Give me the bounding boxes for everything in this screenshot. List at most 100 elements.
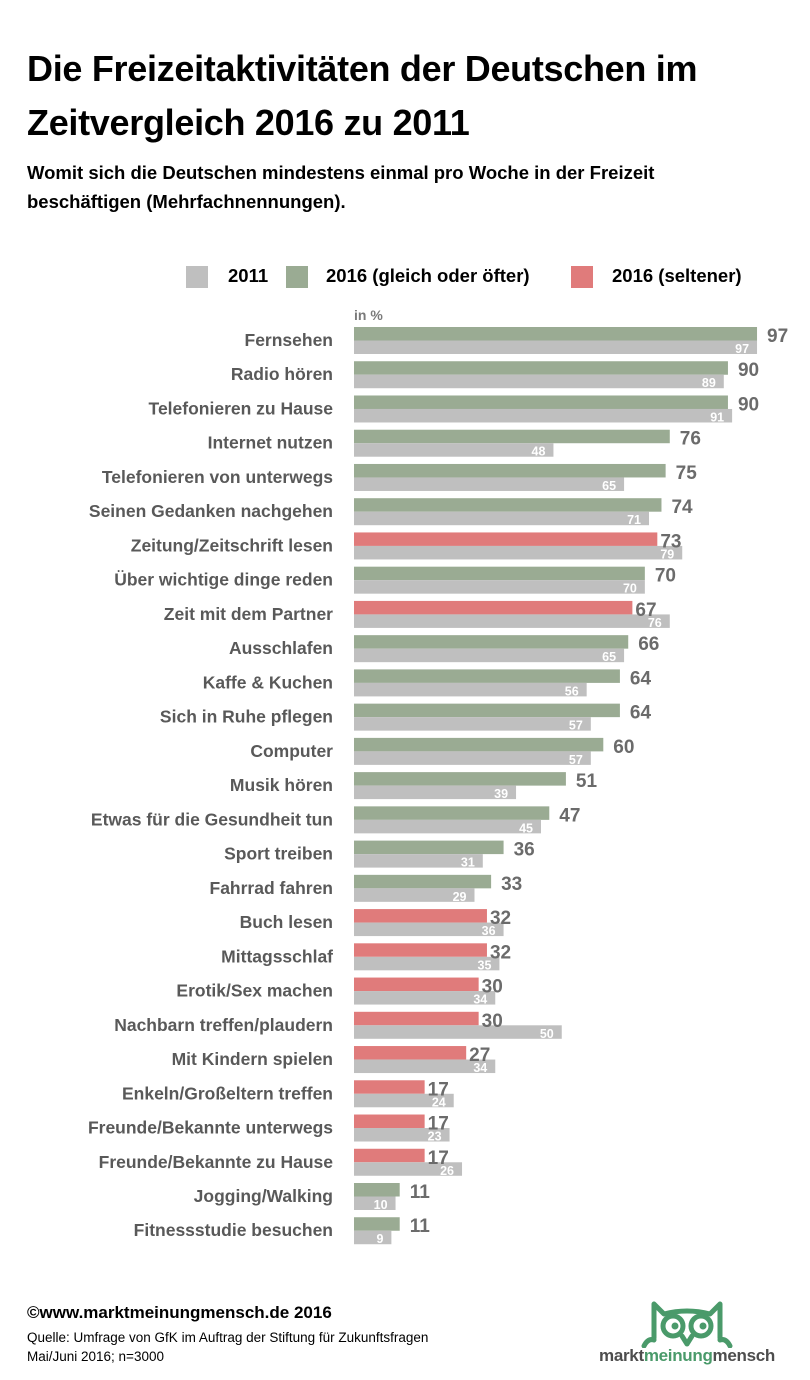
chart-subtitle-line1: Womit sich die Deutschen mindestens einm… [27, 162, 655, 183]
bar-2011 [354, 1230, 392, 1245]
value-label-2011: 57 [569, 753, 583, 767]
bar-group: Computer 60 57 [250, 737, 634, 767]
value-label-2011: 34 [473, 993, 487, 1007]
copyright: ©www.marktmeinungmensch.de 2016 [27, 1303, 332, 1322]
bar-2011 [354, 477, 625, 491]
category-label: Freunde/Bekannte zu Hause [99, 1152, 334, 1172]
category-label: Ausschlafen [229, 638, 333, 658]
chart-title-line1: Die Freizeitaktivitäten der Deutschen im [27, 48, 698, 89]
category-label: Kaffe & Kuchen [203, 672, 333, 692]
bar-group: Nachbarn treffen/plaudern 30 50 [114, 1011, 562, 1041]
bar-2016 [354, 1148, 425, 1163]
value-label-2016: 97 [767, 326, 788, 347]
bar-2016 [354, 361, 728, 375]
bar-2011 [354, 751, 591, 765]
bar-2016 [354, 737, 604, 752]
bar-group: Kaffe & Kuchen 64 56 [203, 668, 652, 698]
brand-logo: marktmeinungmensch [582, 1298, 792, 1372]
value-label-2016: 27 [469, 1045, 490, 1066]
value-label-2016: 36 [514, 840, 535, 861]
bar-chart: Fernsehen 97 97 Radio hören 90 89 Telefonieren… [88, 326, 788, 1246]
value-label-2016: 67 [635, 600, 656, 621]
bar-group: Telefonieren von unterwegs 75 65 [102, 463, 697, 493]
bar-group: Jogging/Walking 11 10 [194, 1182, 431, 1212]
value-label-2016: 75 [676, 463, 698, 484]
bar-2016 [354, 1217, 400, 1231]
bar-group: Ausschlafen 66 65 [229, 634, 659, 664]
bar-group: Über wichtige dinge reden 70 70 [114, 566, 676, 596]
value-label-2016: 73 [660, 531, 681, 552]
category-label: Telefonieren zu Hause [149, 398, 334, 418]
bar-group: Musik hören 51 39 [230, 771, 598, 801]
bar-2016 [354, 532, 658, 546]
category-label: Jogging/Walking [194, 1186, 333, 1206]
bar-2016 [354, 943, 487, 957]
category-label: Seinen Gedanken nachgehen [89, 501, 333, 521]
category-label: Erotik/Sex machen [176, 981, 333, 1001]
legend-label: 2016 (seltener) [612, 265, 742, 286]
bar-2016 [354, 463, 666, 478]
category-label: Internet nutzen [208, 433, 333, 453]
chart-title-line2: Zeitvergleich 2016 zu 2011 [27, 102, 470, 143]
value-label-2016: 51 [576, 771, 598, 792]
bar-2011 [354, 1025, 562, 1039]
category-label: Freunde/Bekannte unterwegs [88, 1118, 333, 1138]
logo-word-mensch: mensch [712, 1346, 776, 1365]
value-label-2016: 70 [655, 566, 676, 587]
value-label-2016: 76 [680, 429, 701, 450]
value-label-2011: 65 [602, 479, 616, 493]
bar-2011 [354, 614, 670, 628]
bar-2016 [354, 566, 645, 581]
value-label-2016: 66 [638, 634, 659, 655]
value-label-2016: 11 [410, 1182, 431, 1203]
value-label-2016: 74 [671, 497, 693, 518]
bar-2011 [354, 717, 591, 731]
value-label-2016: 11 [410, 1216, 431, 1237]
legend-label: 2016 (gleich oder öfter) [326, 265, 530, 286]
bar-group: Radio hören 90 89 [231, 360, 759, 390]
bar-2011 [354, 785, 517, 800]
value-label-2011: 29 [453, 890, 467, 904]
bar-2016 [354, 327, 758, 341]
value-label-2016: 64 [630, 703, 652, 724]
bar-2011 [354, 682, 587, 697]
bar-2016 [354, 669, 620, 683]
bar-2016 [354, 498, 662, 512]
bar-2016 [354, 429, 670, 444]
category-label: Fernsehen [245, 330, 334, 350]
bar-group: Sport treiben 36 31 [224, 840, 535, 870]
category-label: Radio hören [231, 364, 333, 384]
bar-2011 [354, 819, 541, 834]
category-label: Zeit mit dem Partner [164, 604, 333, 624]
value-label-2011: 79 [660, 547, 674, 561]
bar-2016 [354, 1046, 467, 1060]
value-label-2016: 32 [490, 908, 511, 929]
bar-2016 [354, 635, 629, 649]
value-label-2011: 39 [494, 787, 508, 801]
value-label-2016: 32 [490, 942, 511, 963]
bar-group: Telefonieren zu Hause 90 91 [149, 394, 760, 424]
bar-2011 [354, 374, 724, 389]
bar-2016 [354, 1183, 400, 1197]
bar-2016 [354, 703, 620, 718]
value-label-2011: 65 [602, 650, 616, 664]
value-label-2016: 17 [428, 1079, 449, 1100]
category-label: Fahrrad fahren [210, 878, 334, 898]
bar-2011 [354, 854, 483, 868]
bar-group: Seinen Gedanken nachgehen 74 71 [89, 497, 693, 527]
value-label-2011: 31 [461, 856, 475, 870]
bar-2016 [354, 1011, 479, 1026]
category-label: Zeitung/Zeitschrift lesen [131, 535, 333, 555]
bar-2011 [354, 545, 683, 560]
bar-2016 [354, 1080, 425, 1094]
category-label: Telefonieren von unterwegs [102, 467, 333, 487]
chart-subtitle-line2: beschäftigen (Mehrfachnennungen). [27, 191, 346, 212]
bar-2016 [354, 977, 479, 992]
bar-2011 [354, 922, 504, 937]
